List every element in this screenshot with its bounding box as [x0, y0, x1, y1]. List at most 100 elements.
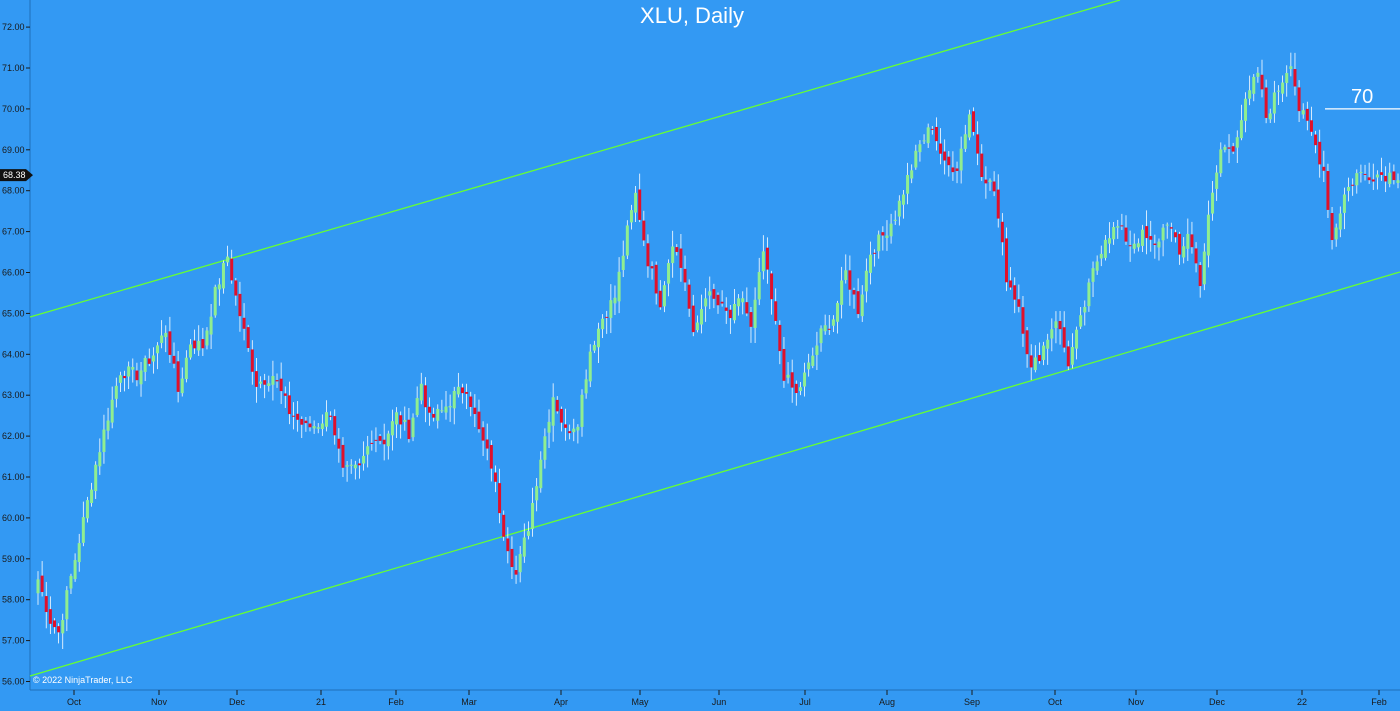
candle-body [1215, 172, 1219, 189]
candle-body [1330, 213, 1334, 241]
candle-body [135, 370, 139, 381]
candle-body [1165, 224, 1169, 226]
candle-body [250, 349, 254, 372]
candle-body [836, 302, 840, 322]
candle-body [708, 291, 712, 296]
candle-body [1252, 76, 1256, 94]
candle-body [976, 134, 980, 154]
candle-body [1116, 226, 1120, 228]
candle-body [1297, 87, 1301, 112]
candle-body [143, 358, 147, 372]
candle-body [934, 126, 938, 142]
candle-body [700, 309, 704, 325]
candle-body [193, 340, 197, 349]
candle-body [283, 393, 287, 396]
candle-body [963, 134, 967, 149]
candle-body [1087, 282, 1091, 307]
x-tick-label: Nov [151, 697, 168, 707]
candle-body [551, 397, 555, 426]
y-tick-label: 63.00 [2, 390, 25, 400]
x-tick-label: Dec [229, 697, 246, 707]
candle-body [1384, 175, 1388, 182]
candle-body [621, 255, 625, 270]
candle-body [1305, 108, 1309, 121]
candle-body [642, 220, 646, 241]
candle-body [943, 151, 947, 161]
candle-body [782, 348, 786, 381]
candle-body [94, 464, 98, 492]
candle-body [1375, 174, 1379, 178]
candle-body [881, 232, 885, 236]
candle-body [984, 179, 988, 184]
candle-body [1194, 248, 1198, 264]
candle-body [638, 189, 642, 220]
candle-body [547, 421, 551, 433]
candle-body [1108, 238, 1112, 244]
candle-body [531, 502, 535, 529]
candle-body [1120, 225, 1124, 227]
candle-body [1169, 227, 1173, 229]
candle-body [324, 412, 328, 427]
candle-body [510, 548, 514, 568]
candle-body [485, 439, 489, 449]
candle-body [238, 293, 242, 317]
candle-body [1124, 227, 1128, 242]
candle-body [460, 387, 464, 394]
candle-body [675, 247, 679, 252]
candle-body [959, 148, 963, 171]
candle-body [1235, 137, 1239, 148]
candle-body [803, 372, 807, 387]
candle-body [139, 370, 143, 385]
candle-body [415, 398, 419, 416]
x-tick-label: May [631, 697, 649, 707]
candle-body [246, 327, 250, 349]
candle-body [831, 319, 835, 326]
x-tick-label: Apr [554, 697, 568, 707]
candle-body [1342, 194, 1346, 213]
candle-body [440, 410, 444, 412]
candle-body [996, 189, 1000, 219]
candle-body [778, 324, 782, 352]
candle-body [522, 537, 526, 557]
candle-body [634, 192, 638, 213]
candle-body [1009, 280, 1013, 288]
candle-body [481, 427, 485, 441]
candle-body [823, 325, 827, 332]
candle-body [1334, 227, 1338, 240]
candle-body [897, 200, 901, 217]
candle-body [44, 596, 48, 613]
candle-body [1021, 307, 1025, 334]
candle-body [1388, 172, 1392, 184]
candle-body [1248, 90, 1252, 99]
candle-body [757, 272, 761, 300]
candle-body [77, 543, 81, 563]
candle-body [617, 271, 621, 302]
y-tick-label: 61.00 [2, 472, 25, 482]
candle-body [477, 411, 481, 430]
candle-body [947, 156, 951, 166]
candle-body [1079, 315, 1083, 327]
candle-body [160, 335, 164, 343]
candle-body [395, 412, 399, 425]
candle-body [201, 339, 205, 349]
candle-body [287, 395, 291, 415]
candle-body [1256, 72, 1260, 77]
candle-body [329, 415, 333, 417]
candle-body [259, 381, 263, 384]
candle-body [1285, 73, 1289, 83]
current-price-flag [0, 169, 33, 182]
y-tick-label: 64.00 [2, 349, 25, 359]
candle-body [1149, 236, 1153, 240]
x-tick-label: Oct [1048, 697, 1063, 707]
candle-body [411, 417, 415, 438]
candle-body [712, 289, 716, 299]
current-price-label: 68.38 [3, 170, 26, 180]
candle-body [300, 419, 304, 425]
y-tick-label: 66.00 [2, 268, 25, 278]
candle-body [345, 465, 349, 467]
y-tick-label: 58.00 [2, 595, 25, 605]
candle-body [580, 394, 584, 427]
candle-body [419, 383, 423, 401]
candle-body [873, 252, 877, 254]
